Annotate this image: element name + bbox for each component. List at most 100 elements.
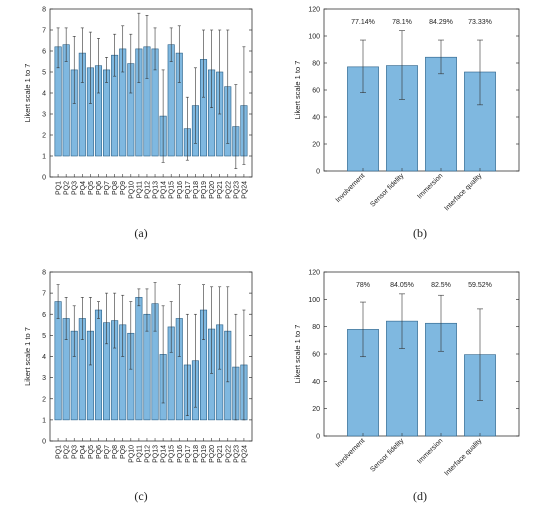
value-label-Sensor fidelity: 84.05% — [390, 282, 414, 289]
x-tick-label-PQ24: PQ24 — [241, 181, 248, 199]
bar-Immersion — [425, 322, 457, 437]
chart-panel-1: 0 1 2 3 4 5 6 7 8 Likert scale 1 to 7 PQ1 PQ2 PQ3 PQ4… — [23, 7, 253, 240]
x-tick-label-PQ23: PQ23 — [233, 181, 240, 199]
y-tick-label: 40 — [312, 115, 320, 122]
bar-PQ1 — [54, 301, 62, 421]
bar-PQ7 — [103, 69, 111, 157]
x-tick-label-PQ10: PQ10 — [128, 181, 135, 199]
x-tick-label-PQ1: PQ1 — [56, 181, 63, 195]
y-tick-label: 120 — [308, 7, 320, 14]
x-tick-label-Interface quality: Interface quality — [444, 172, 484, 212]
x-tick-label-Immersion: Immersion — [416, 172, 444, 200]
x-tick-label-PQ19: PQ19 — [201, 445, 208, 463]
x-tick-label-PQ13: PQ13 — [153, 445, 160, 463]
x-tick-label-Involvement: Involvement — [335, 172, 367, 204]
x-tick-label-PQ7: PQ7 — [104, 181, 111, 195]
y-tick-label: 4 — [42, 354, 46, 361]
chart-panel-2: 0 20 40 60 80 100 120 Likert scale 1 to 7 77.14%… — [293, 7, 520, 240]
y-tick-label: 8 — [42, 7, 46, 14]
x-tick-label-PQ20: PQ20 — [209, 445, 216, 463]
x-tick-label-PQ21: PQ21 — [217, 445, 224, 463]
x-tick-label-Sensor fidelity: Sensor fidelity — [369, 437, 405, 473]
x-tick-label-PQ6: PQ6 — [96, 445, 103, 459]
value-label-Sensor fidelity: 78.1% — [392, 19, 412, 26]
x-tick-label-PQ16: PQ16 — [177, 445, 184, 463]
y-tick-label: 1 — [42, 417, 46, 424]
panel-label: (c) — [134, 489, 147, 503]
y-tick-label: 100 — [308, 297, 320, 304]
y-tick-label: 0 — [42, 175, 46, 182]
x-tick-label-PQ7: PQ7 — [104, 445, 111, 459]
x-tick-label-PQ11: PQ11 — [136, 181, 143, 198]
x-tick-label-PQ19: PQ19 — [201, 181, 208, 199]
y-tick-label: 2 — [42, 396, 46, 403]
x-tick-label-PQ8: PQ8 — [112, 445, 119, 459]
x-tick-label-PQ5: PQ5 — [88, 445, 95, 459]
y-tick-label: 80 — [312, 324, 320, 331]
y-tick-label: 6 — [42, 49, 46, 56]
x-tick-label-PQ16: PQ16 — [177, 181, 184, 199]
y-tick-label: 3 — [42, 112, 46, 119]
x-tick-label-PQ14: PQ14 — [161, 445, 168, 463]
x-tick-label-PQ6: PQ6 — [96, 181, 103, 195]
x-tick-label-Immersion: Immersion — [416, 437, 444, 465]
x-tick-label-PQ14: PQ14 — [161, 181, 168, 199]
y-tick-label: 8 — [42, 270, 46, 277]
value-label-Immersion: 82.5% — [431, 282, 451, 289]
y-tick-label: 0 — [316, 169, 320, 176]
x-tick-label-PQ2: PQ2 — [64, 445, 71, 459]
value-label-Involvement: 77.14% — [351, 19, 375, 26]
x-tick-label-PQ1: PQ1 — [56, 445, 63, 459]
panel-label: (d) — [413, 489, 427, 503]
x-tick-label-PQ3: PQ3 — [72, 181, 79, 195]
value-label-Interface quality: 73.33% — [468, 19, 492, 26]
panel-label: (b) — [413, 226, 427, 240]
x-tick-label-Sensor fidelity: Sensor fidelity — [369, 172, 405, 208]
y-tick-label: 60 — [312, 352, 320, 359]
y-tick-label: 40 — [312, 379, 320, 386]
y-tick-label: 5 — [42, 70, 46, 77]
x-tick-label-PQ24: PQ24 — [241, 445, 248, 463]
y-tick-label: 4 — [42, 91, 46, 98]
x-tick-label-PQ2: PQ2 — [64, 181, 71, 195]
x-tick-label-PQ15: PQ15 — [169, 445, 176, 463]
x-tick-label-PQ5: PQ5 — [88, 181, 95, 195]
value-label-Interface quality: 59.52% — [468, 282, 492, 289]
y-axis-label: Likert scale 1 to 7 — [23, 64, 32, 123]
x-tick-label-PQ18: PQ18 — [193, 445, 200, 463]
y-tick-label: 80 — [312, 61, 320, 68]
y-tick-label: 20 — [312, 142, 320, 149]
x-tick-label-PQ4: PQ4 — [80, 181, 87, 195]
y-axis-label: Likert scale 1 to 7 — [293, 325, 302, 384]
y-tick-label: 20 — [312, 406, 320, 413]
y-tick-label: 2 — [42, 133, 46, 140]
x-tick-label-PQ4: PQ4 — [80, 445, 87, 459]
x-tick-label-PQ20: PQ20 — [209, 181, 216, 199]
y-tick-label: 120 — [308, 270, 320, 277]
chart-panel-4: 0 20 40 60 80 100 120 Likert scale 1 to 7 78% Inv… — [293, 270, 520, 503]
x-tick-label-PQ10: PQ10 — [128, 445, 135, 463]
y-tick-label: 100 — [308, 34, 320, 41]
x-tick-label-PQ23: PQ23 — [233, 445, 240, 463]
x-tick-label-PQ9: PQ9 — [120, 445, 127, 459]
y-tick-label: 5 — [42, 333, 46, 340]
y-tick-label: 3 — [42, 375, 46, 382]
value-label-Immersion: 84.29% — [429, 19, 453, 26]
y-tick-label: 6 — [42, 312, 46, 319]
panel-label: (a) — [134, 226, 147, 240]
x-tick-label-PQ17: PQ17 — [185, 445, 192, 463]
y-axis-label: Likert scale 1 to 7 — [23, 327, 32, 386]
x-tick-label-PQ12: PQ12 — [144, 181, 151, 199]
y-tick-label: 7 — [42, 291, 46, 298]
x-tick-label-PQ3: PQ3 — [72, 445, 79, 459]
y-tick-label: 0 — [42, 439, 46, 446]
y-tick-label: 60 — [312, 88, 320, 95]
x-tick-label-PQ8: PQ8 — [112, 181, 119, 195]
bar-PQ11 — [135, 297, 143, 421]
x-tick-label-PQ22: PQ22 — [225, 181, 232, 199]
x-tick-label-PQ17: PQ17 — [185, 181, 192, 199]
y-tick-label: 7 — [42, 28, 46, 35]
x-tick-label-PQ13: PQ13 — [153, 181, 160, 199]
x-tick-label-PQ22: PQ22 — [225, 445, 232, 463]
